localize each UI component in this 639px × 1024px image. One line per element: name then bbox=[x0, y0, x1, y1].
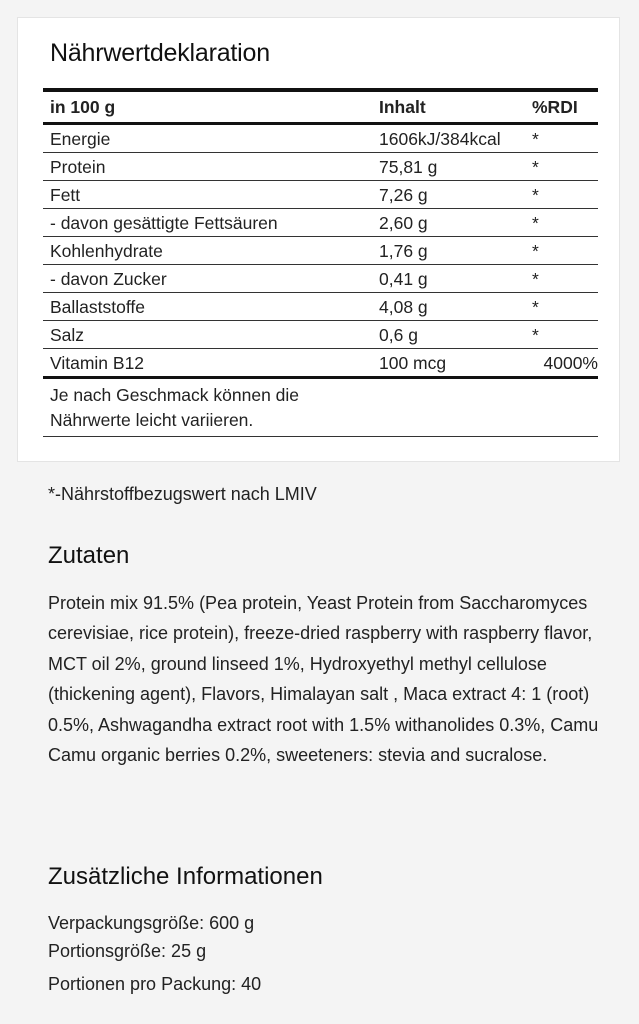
nutrient-value: 75,81 g bbox=[379, 152, 532, 181]
nutrient-rdi: 4000% bbox=[532, 348, 598, 379]
nutrient-name: Energie bbox=[43, 123, 379, 153]
header-rdi: %RDI bbox=[532, 88, 598, 125]
nutrition-card: Nährwertdeklaration in 100 g Inhalt %RDI… bbox=[17, 17, 620, 462]
nutrient-rdi: * bbox=[532, 320, 598, 349]
nutrient-rdi: * bbox=[532, 152, 598, 181]
nutrient-value: 1,76 g bbox=[379, 236, 532, 265]
nutrient-rdi: * bbox=[532, 264, 598, 293]
nutrient-value: 1606kJ/384kcal bbox=[379, 123, 532, 153]
nutrient-rdi: * bbox=[532, 236, 598, 265]
nutrient-rdi: * bbox=[532, 180, 598, 209]
nutrient-rdi: * bbox=[532, 123, 598, 153]
ingredients-title: Zutaten bbox=[48, 542, 130, 569]
nutrition-table: in 100 g Inhalt %RDI Energie 1606kJ/384kc… bbox=[43, 88, 598, 437]
servings-per-package: Portionen pro Packung: 40 bbox=[48, 974, 262, 994]
table-row: - davon gesättigte Fettsäuren 2,60 g * bbox=[43, 208, 598, 237]
table-row: - davon Zucker 0,41 g * bbox=[43, 264, 598, 293]
table-row: Salz 0,6 g * bbox=[43, 320, 598, 349]
nutrient-value: 4,08 g bbox=[379, 292, 532, 321]
nutrient-rdi: * bbox=[532, 208, 598, 237]
additional-info: Verpackungsgröße: 600 g Portionsgröße: 2… bbox=[48, 908, 261, 994]
table-header: in 100 g Inhalt %RDI bbox=[43, 88, 598, 125]
nutrition-note: Je nach Geschmack können die Nährwerte l… bbox=[43, 377, 532, 437]
header-content: Inhalt bbox=[379, 88, 532, 125]
table-row: Kohlenhydrate 1,76 g * bbox=[43, 236, 598, 265]
nutrient-name: Kohlenhydrate bbox=[43, 236, 379, 265]
nutrient-value: 7,26 g bbox=[379, 180, 532, 209]
nutrient-name: Salz bbox=[43, 320, 379, 349]
nutrient-value: 0,6 g bbox=[379, 320, 532, 349]
table-row: Protein 75,81 g * bbox=[43, 152, 598, 181]
footnote: *-Nährstoffbezugswert nach LMIV bbox=[48, 484, 317, 504]
nutrient-name: Protein bbox=[43, 152, 379, 181]
header-per-100g: in 100 g bbox=[43, 88, 379, 125]
nutrient-name: - davon gesättigte Fettsäuren bbox=[43, 208, 379, 237]
nutrient-value: 2,60 g bbox=[379, 208, 532, 237]
table-row: Fett 7,26 g * bbox=[43, 180, 598, 209]
table-row: Vitamin B12 100 mcg 4000% bbox=[43, 348, 598, 379]
table-row: Ballaststoffe 4,08 g * bbox=[43, 292, 598, 321]
nutrient-value: 0,41 g bbox=[379, 264, 532, 293]
additional-info-title: Zusätzliche Informationen bbox=[48, 863, 323, 890]
nutrient-value: 100 mcg bbox=[379, 348, 532, 379]
nutrient-rdi: * bbox=[532, 292, 598, 321]
package-size: Verpackungsgröße: 600 g bbox=[48, 913, 255, 933]
nutrition-title: Nährwertdeklaration bbox=[50, 39, 270, 67]
table-row: Energie 1606kJ/384kcal * bbox=[43, 123, 598, 153]
ingredients-text: Protein mix 91.5% (Pea protein, Yeast Pr… bbox=[48, 593, 599, 766]
nutrient-name: Vitamin B12 bbox=[43, 348, 379, 379]
nutrient-name: Fett bbox=[43, 180, 379, 209]
nutrient-name: - davon Zucker bbox=[43, 264, 379, 293]
serving-size: Portionsgröße: 25 g bbox=[48, 941, 207, 961]
nutrient-name: Ballaststoffe bbox=[43, 292, 379, 321]
